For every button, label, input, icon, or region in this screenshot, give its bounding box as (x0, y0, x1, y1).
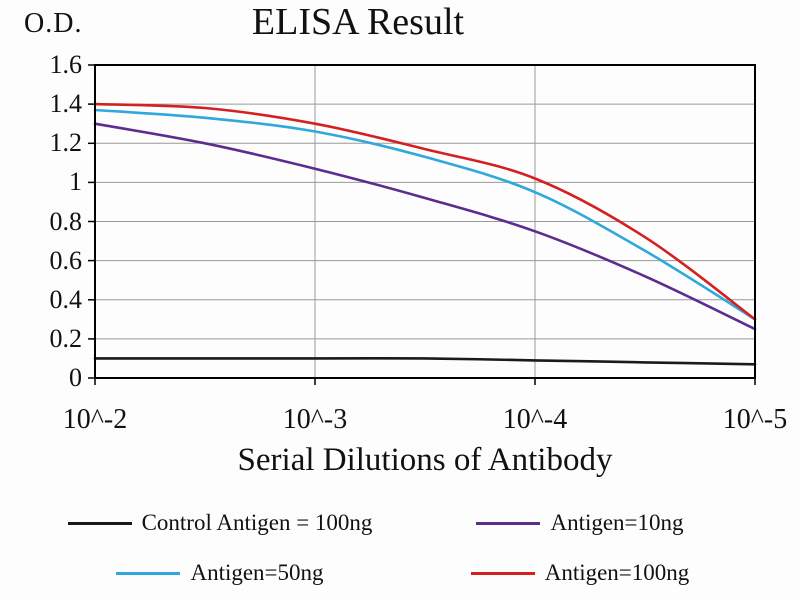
plot-svg (88, 64, 757, 385)
legend-line-swatch (116, 571, 181, 575)
y-tick-label: 1.4 (49, 89, 83, 119)
x-axis-tick-labels: 10^-2 10^-3 10^-4 10^-5 (63, 404, 787, 440)
legend-item: Antigen=100ng (470, 560, 690, 586)
legend-line-swatch (476, 521, 541, 525)
y-tick-label: 0.6 (49, 245, 83, 275)
y-tick-label: 1.2 (49, 128, 83, 158)
legend-item: Control Antigen = 100ng (67, 510, 373, 536)
legend: Control Antigen = 100ng Antigen=10ng Ant… (40, 498, 760, 598)
x-axis-title: Serial Dilutions of Antibody (237, 442, 613, 478)
legend-item: Antigen=50ng (116, 560, 324, 586)
x-tick-label: 10^-4 (502, 404, 568, 435)
x-tick-label: 10^-2 (62, 404, 128, 435)
y-axis-tick-labels: 0 0.2 0.4 0.6 0.8 1 1.2 1.4 1.6 (0, 52, 86, 391)
plot-area (88, 64, 757, 385)
legend-item-label: Antigen=100ng (544, 560, 690, 585)
y-tick-label: 0.4 (49, 284, 83, 314)
y-tick-label: 0 (69, 363, 82, 392)
legend-item-label: Antigen=10ng (550, 510, 684, 535)
legend-line-swatch (470, 571, 535, 575)
chart-title: ELISA Result (251, 1, 465, 43)
y-tick-label: 0.2 (49, 323, 83, 353)
y-tick-label: 0.8 (49, 206, 83, 236)
x-tick-label: 10^-3 (282, 404, 348, 435)
x-tick-label: 10^-5 (722, 404, 788, 435)
y-axis-unit-label: O.D. (24, 8, 83, 39)
y-tick-label: 1 (69, 167, 82, 197)
legend-item: Antigen=10ng (476, 510, 684, 536)
legend-item-label: Control Antigen = 100ng (141, 510, 373, 535)
y-tick-label: 1.6 (49, 50, 83, 79)
legend-line-swatch (67, 521, 132, 525)
legend-item-label: Antigen=50ng (190, 560, 324, 585)
